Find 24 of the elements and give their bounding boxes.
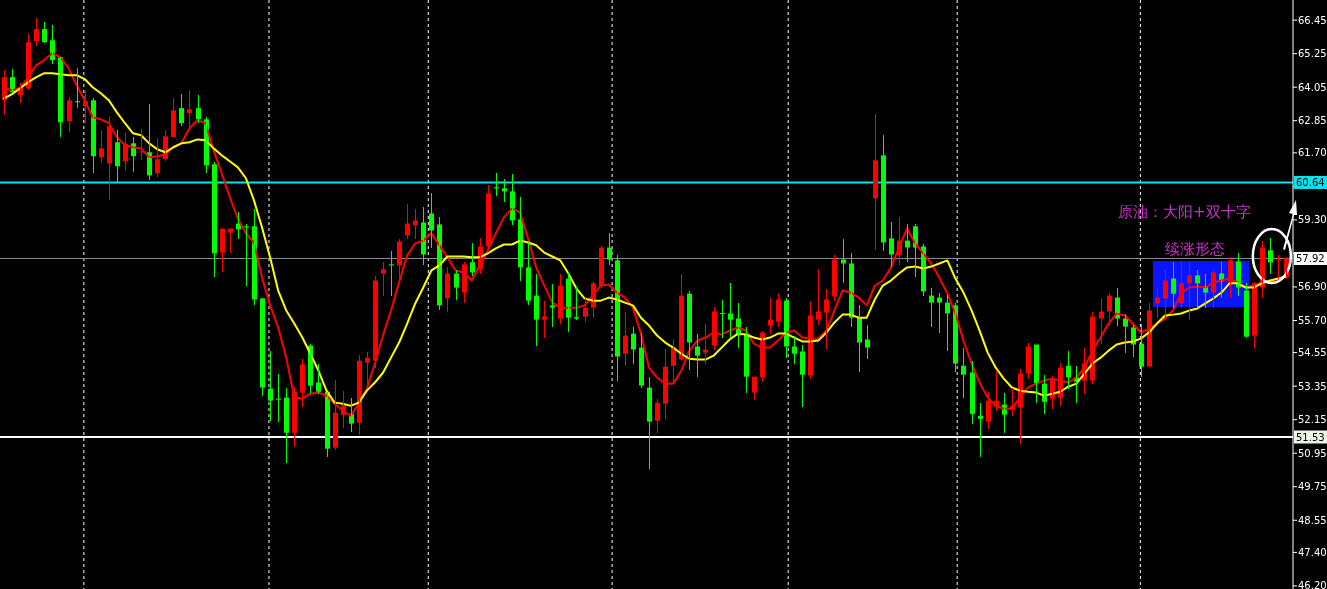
candlestick	[550, 283, 555, 328]
y-tick-label: 61.70	[1298, 147, 1327, 159]
y-tick-label: 49.75	[1298, 481, 1327, 493]
y-tick-label: 62.85	[1298, 115, 1327, 127]
annotation: 原油：大阳+双十字	[1118, 203, 1251, 221]
candlestick	[381, 261, 386, 297]
y-tick-label: 48.55	[1298, 514, 1327, 526]
y-tick-label: 47.40	[1298, 546, 1327, 558]
ref-line-label: 57.92	[1296, 252, 1325, 264]
y-tick-label: 55.70	[1298, 314, 1327, 326]
y-tick-label: 65.25	[1298, 48, 1327, 60]
candlestick	[574, 285, 579, 321]
y-tick-label: 54.55	[1298, 347, 1327, 359]
annotation: 续涨形态	[1165, 240, 1225, 258]
y-tick-label: 59.30	[1298, 214, 1327, 226]
y-tick-label: 50.95	[1298, 447, 1327, 459]
y-tick-label: 46.20	[1298, 580, 1327, 589]
y-tick-label: 64.05	[1298, 81, 1327, 93]
y-tick-label: 56.90	[1298, 281, 1327, 293]
y-tick-label: 66.45	[1298, 14, 1327, 26]
ref-line-label: 60.64	[1296, 176, 1325, 188]
y-tick-label: 53.35	[1298, 380, 1327, 392]
y-tick-label: 52.15	[1298, 414, 1327, 426]
ref-line-label: 51.53	[1296, 431, 1325, 443]
